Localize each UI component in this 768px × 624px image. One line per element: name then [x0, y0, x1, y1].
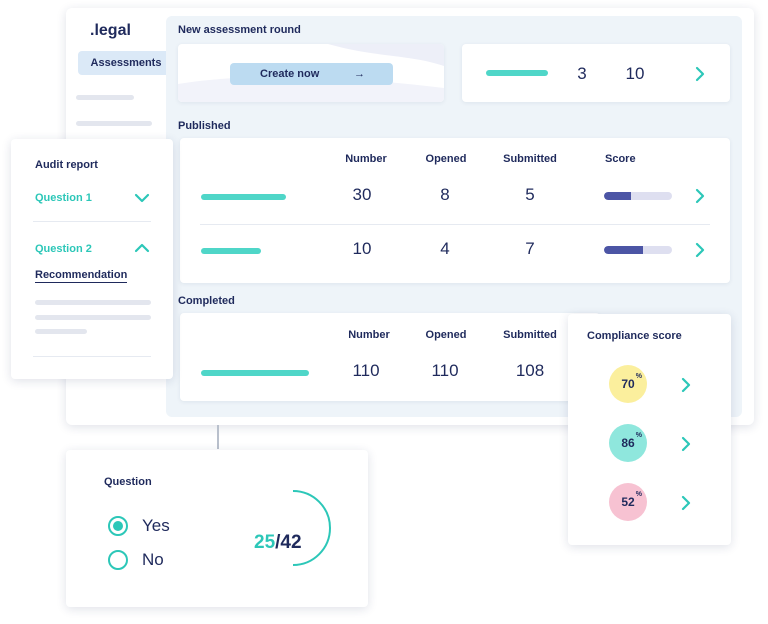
chevron-right-icon[interactable]	[678, 495, 694, 511]
section-title-published: Published	[178, 120, 231, 132]
cell-opened: 4	[440, 239, 450, 258]
text-placeholder-line	[35, 315, 151, 320]
row-progress-bar	[201, 370, 309, 376]
cell-submitted: 108	[515, 361, 545, 380]
divider	[33, 221, 151, 222]
compliance-item[interactable]: 52%	[568, 482, 731, 524]
radio-option-no[interactable]: No	[108, 548, 228, 572]
column-header-opened: Opened	[425, 153, 467, 165]
create-round-card: Create now →	[178, 44, 444, 102]
score-bar	[604, 246, 672, 254]
row-progress-bar	[201, 194, 286, 200]
connector-line	[217, 425, 219, 449]
round-count-a: 3	[577, 64, 587, 83]
column-header-score: Score	[605, 153, 636, 165]
cell-submitted: 5	[525, 185, 535, 204]
question-2-label: Question 2	[35, 243, 92, 255]
completed-card[interactable]: Number Opened Submitted 110 110 108	[180, 313, 600, 401]
divider	[33, 356, 151, 357]
row-divider	[200, 224, 710, 225]
arrow-right-icon: →	[354, 68, 365, 80]
column-header-submitted: Submitted	[503, 329, 557, 341]
chevron-right-icon[interactable]	[692, 242, 708, 258]
sidebar-item-placeholder[interactable]	[76, 95, 134, 100]
question-title: Question	[104, 476, 152, 488]
text-placeholder-line	[35, 300, 151, 305]
sidebar-item-label: Assessments	[90, 57, 162, 69]
column-header-opened: Opened	[425, 329, 467, 341]
section-title-new-round: New assessment round	[178, 24, 301, 36]
table-row[interactable]: 10 4 7	[180, 226, 730, 276]
score-badge: 70%	[609, 365, 647, 403]
section-title-completed: Completed	[178, 295, 235, 307]
cell-number: 110	[352, 361, 380, 380]
row-progress-bar	[201, 248, 261, 254]
progress-counter: 25/42	[254, 532, 302, 553]
cell-opened: 110	[431, 361, 459, 380]
option-yes-label: Yes	[142, 516, 170, 535]
score-badge: 52%	[609, 483, 647, 521]
column-header-submitted: Submitted	[503, 153, 557, 165]
chevron-right-icon[interactable]	[692, 66, 708, 82]
app-logo: .legal	[90, 22, 131, 39]
compliance-score-title: Compliance score	[587, 330, 682, 342]
cell-number: 30	[352, 185, 372, 204]
progress-bar	[486, 70, 548, 76]
option-no-label: No	[142, 550, 164, 569]
compliance-item[interactable]: 86%	[568, 423, 731, 465]
radio-option-yes[interactable]: Yes	[108, 514, 228, 538]
radio-unchecked-icon[interactable]	[108, 550, 128, 570]
accordion-question-2[interactable]: Question 2	[11, 237, 173, 263]
question-card: Question Yes No 25/42	[66, 450, 368, 607]
chevron-up-icon[interactable]	[134, 240, 150, 256]
create-now-button[interactable]: Create now →	[230, 63, 393, 85]
sidebar-item-assessments[interactable]: Assessments	[78, 51, 174, 75]
cell-opened: 8	[440, 185, 450, 204]
score-bar-fill	[604, 192, 632, 200]
accordion-question-1[interactable]: Question 1	[11, 185, 173, 211]
audit-report-card: Audit report Question 1 Question 2 Recom…	[11, 139, 173, 379]
column-header-number: Number	[345, 153, 387, 165]
chevron-right-icon[interactable]	[678, 377, 694, 393]
sidebar-item-placeholder[interactable]	[76, 121, 152, 126]
audit-report-title: Audit report	[35, 159, 98, 171]
recommendation-label: Recommendation	[35, 269, 128, 283]
column-header-number: Number	[348, 329, 390, 341]
score-badge: 86%	[609, 424, 647, 462]
radio-checked-icon[interactable]	[108, 516, 128, 536]
round-summary-card[interactable]: 3 10	[462, 44, 730, 102]
cell-submitted: 7	[525, 239, 535, 258]
score-bar	[604, 192, 672, 200]
chevron-right-icon[interactable]	[692, 188, 708, 204]
score-bar-fill	[604, 246, 644, 254]
question-1-label: Question 1	[35, 192, 92, 204]
compliance-item[interactable]: 70%	[568, 364, 731, 406]
published-card: Number Opened Submitted Score 30 8 5 10 …	[180, 138, 730, 283]
cell-number: 10	[352, 239, 372, 258]
chevron-down-icon[interactable]	[134, 190, 150, 206]
table-row[interactable]: 30 8 5	[180, 172, 730, 222]
create-now-label: Create now	[260, 68, 320, 80]
compliance-score-card: Compliance score 70% 86% 52%	[568, 314, 731, 545]
progress-arc	[292, 490, 331, 566]
text-placeholder-line	[35, 329, 87, 334]
round-count-b: 10	[625, 64, 645, 83]
chevron-right-icon[interactable]	[678, 436, 694, 452]
